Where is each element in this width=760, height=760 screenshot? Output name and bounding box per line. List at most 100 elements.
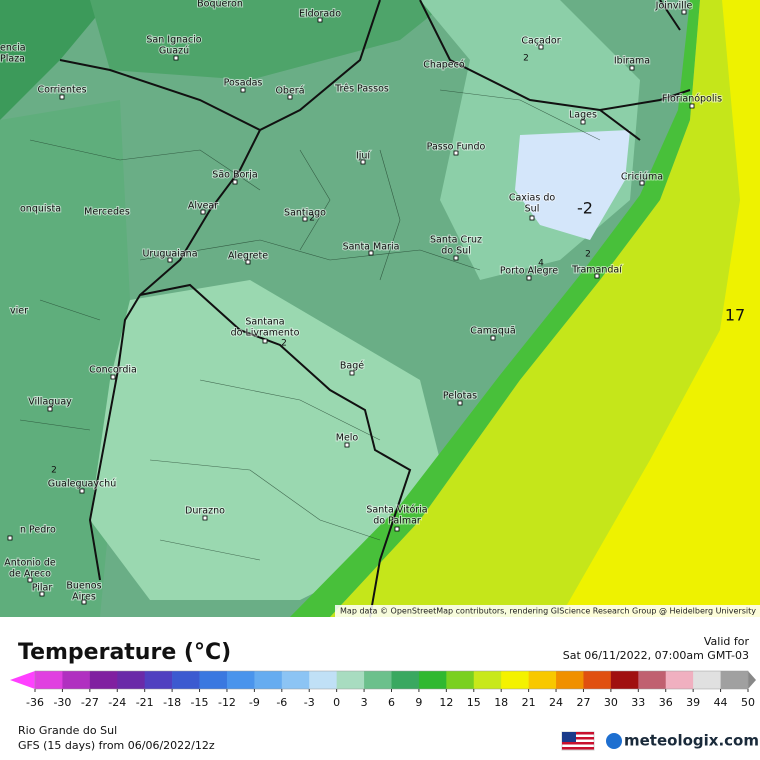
cool-zone [90, 280, 440, 600]
city-dot [202, 515, 208, 521]
colorbar-cell [199, 671, 228, 689]
city: Ibirama [613, 55, 651, 71]
city: Alvear [187, 200, 219, 215]
isotherm-label: 2 [281, 339, 287, 349]
city-label: Gualeguaychú [48, 479, 116, 490]
attribution: Map data © OpenStreetMap contributors, r… [340, 607, 756, 616]
city-label: Ijuí [356, 151, 370, 162]
city: Pilar [31, 582, 53, 597]
colorbar-cell [583, 671, 612, 689]
brand: meteologix.com [624, 732, 759, 750]
city-label: Santa Maria [343, 242, 400, 253]
colorbar-cell [62, 671, 91, 689]
city: Ijuí [355, 150, 371, 165]
warm-zone [90, 0, 450, 80]
city-dot [681, 9, 687, 15]
colorbar-cell [281, 671, 310, 689]
city-label: n Pedro [20, 525, 56, 536]
colorbar-tick-label: -36 [26, 696, 44, 709]
colorbar-cell [556, 671, 584, 689]
city: Tramandaí [570, 264, 623, 279]
borders [59, 0, 691, 618]
cold-zone [515, 130, 630, 240]
city-dot [302, 216, 308, 222]
city-label: vier [10, 306, 28, 317]
colorbar-cell [226, 671, 255, 689]
city-label: Lages [569, 110, 597, 121]
city-label: Aires [72, 592, 96, 603]
colorbar-cell [418, 671, 447, 689]
colorbar-tick-label: 0 [333, 696, 340, 709]
city-dot [81, 599, 87, 605]
city-label: Mercedes [84, 207, 130, 218]
city: Porto Alegre [499, 265, 559, 281]
city: Oberá [274, 85, 306, 100]
city-label: Alvear [188, 201, 218, 212]
city: Criciúma [620, 171, 664, 186]
city-label: Ibirama [614, 56, 650, 67]
city-label: Santiago [284, 208, 326, 219]
city-label: do Sul [441, 246, 471, 257]
colorbar-cell [446, 671, 475, 689]
colorbar-tick-label: -27 [81, 696, 99, 709]
colorbar-cell [693, 671, 721, 689]
city-dot [39, 591, 45, 597]
colorbar-tick-label: 50 [741, 696, 755, 709]
model-run: GFS (15 days) from 06/06/2022/12z [18, 739, 215, 752]
colorbar-tick-label: 44 [714, 696, 728, 709]
colorbar-cell [35, 671, 63, 689]
city-label: Camaquã [470, 326, 515, 337]
city-dot [453, 255, 459, 261]
city-label: São Borja [212, 170, 257, 181]
city-label: Boqueron [197, 0, 243, 10]
colorbar-cell [720, 671, 749, 689]
city: Posadas [223, 77, 263, 93]
colorbar-over [748, 671, 756, 689]
colorbar-tick-label: -18 [163, 696, 181, 709]
city: Passo Fundo [426, 141, 487, 156]
valid-label: Valid for [704, 635, 750, 648]
city-label: Buenos [66, 581, 101, 592]
city-label: Caçador [521, 36, 560, 47]
colorbar-under [10, 671, 35, 689]
colorbar-cell [665, 671, 694, 689]
isotherm-label: 2 [309, 214, 315, 224]
city-label: de Areco [9, 569, 51, 580]
city-label: Florianópolis [662, 94, 722, 105]
city-dot [639, 180, 645, 186]
city: Gualeguaychú [47, 478, 117, 494]
attribution-bg [335, 605, 760, 617]
ocean-zone [560, 0, 760, 617]
city: Mercedes [83, 206, 131, 219]
city: São Borja [211, 169, 259, 185]
city: Lages [568, 109, 598, 125]
city-dot [262, 338, 268, 344]
colorbar-cell [144, 671, 173, 689]
city-label: Tramandaí [571, 265, 622, 276]
colorbar-cell [501, 671, 529, 689]
city-dot [349, 370, 355, 376]
colorbar-cell [254, 671, 283, 689]
colorbar-cell [117, 671, 145, 689]
city: vier [9, 305, 29, 318]
city-dot [453, 150, 459, 156]
colorbar-tick-label: -12 [218, 696, 236, 709]
city-label: Sul [525, 204, 540, 215]
city-dot [317, 17, 323, 23]
city-label: Joinville [655, 1, 693, 12]
city-label: Corrientes [37, 85, 86, 96]
city-dot [167, 257, 173, 263]
city: Boqueron [196, 0, 244, 11]
city-dot [173, 55, 179, 61]
colorbar-tick-label: -30 [53, 696, 71, 709]
city-label: Melo [336, 433, 359, 444]
valid-time: Sat 06/11/2022, 07:00am GMT-03 [563, 649, 749, 662]
city: n Pedro [7, 524, 57, 541]
city-label: Três Passos [334, 84, 389, 95]
city: Corrientes [36, 84, 88, 100]
city-label: Posadas [224, 78, 263, 89]
